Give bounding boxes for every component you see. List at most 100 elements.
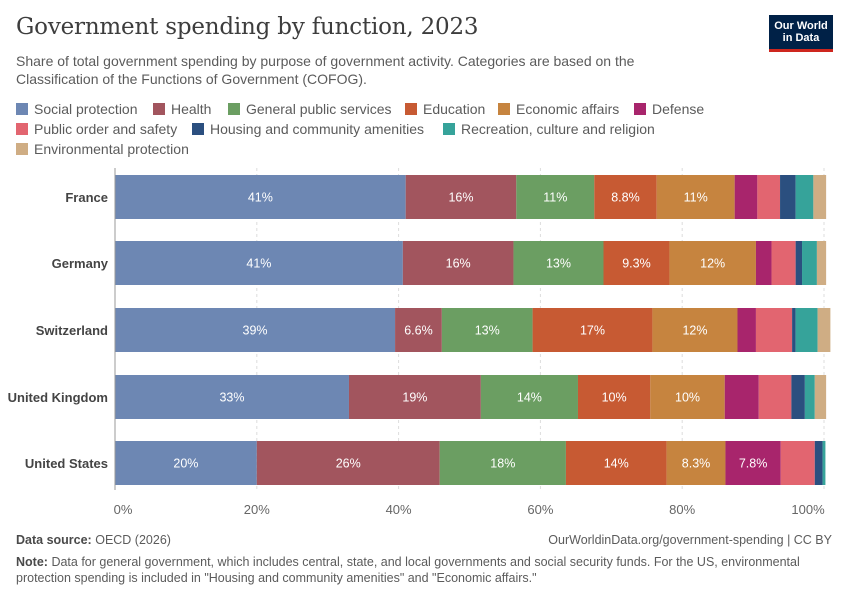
data-source: Data source: OECD (2026) xyxy=(16,533,171,547)
bar-segment-france-public-order-and-safety[interactable] xyxy=(757,175,781,219)
bar-segment-united-states-social-protection[interactable] xyxy=(115,441,257,485)
chart-note: Note: Data for general government, which… xyxy=(16,554,836,586)
bar-segment-germany-defense[interactable] xyxy=(755,241,772,285)
bar-segment-united-kingdom-economic-affairs[interactable] xyxy=(650,375,725,419)
bar-segment-united-states-economic-affairs[interactable] xyxy=(666,441,726,485)
bar-segment-germany-general-public-services[interactable] xyxy=(513,241,604,285)
legend-swatch xyxy=(498,103,510,115)
bar-segment-united-kingdom-social-protection[interactable] xyxy=(115,375,349,419)
data-label: 11% xyxy=(543,191,567,205)
bar-segment-france-social-protection[interactable] xyxy=(115,175,406,219)
data-label: 13% xyxy=(475,324,500,338)
bar-segment-germany-health[interactable] xyxy=(402,241,514,285)
bar-segment-germany-social-protection[interactable] xyxy=(115,241,403,285)
bar-segment-germany-economic-affairs[interactable] xyxy=(669,241,756,285)
legend-label: Housing and community amenities xyxy=(210,121,424,137)
bar-segment-united-kingdom-housing-and-community-amenities[interactable] xyxy=(791,375,805,419)
bar-segment-france-general-public-services[interactable] xyxy=(516,175,595,219)
bar-segment-switzerland-social-protection[interactable] xyxy=(115,308,396,352)
data-label: 16% xyxy=(448,191,473,205)
bar-segment-united-states-health[interactable] xyxy=(256,441,440,485)
bar-segment-switzerland-environmental-protection[interactable] xyxy=(817,308,831,352)
bar-segment-switzerland-defense[interactable] xyxy=(737,308,756,352)
legend-swatch xyxy=(443,123,455,135)
data-label: 41% xyxy=(248,191,273,205)
data-label: 14% xyxy=(517,391,542,405)
x-tick-label: 80% xyxy=(669,502,695,517)
bar-segment-united-states-housing-and-community-amenities[interactable] xyxy=(814,441,823,485)
bar-segment-germany-public-order-and-safety[interactable] xyxy=(771,241,796,285)
bar-segment-germany-housing-and-community-amenities[interactable] xyxy=(795,241,803,285)
bar-segment-switzerland-education[interactable] xyxy=(532,308,653,352)
legend-item-environmental-protection[interactable]: Environmental protection xyxy=(16,141,189,157)
data-label: 12% xyxy=(682,324,707,338)
bar-segment-united-states-education[interactable] xyxy=(565,441,667,485)
legend-swatch xyxy=(228,103,240,115)
legend-label: Health xyxy=(171,101,212,117)
bar-segment-united-kingdom-defense[interactable] xyxy=(724,375,759,419)
legend-item-health[interactable]: Health xyxy=(153,101,211,117)
bar-segment-france-recreation-culture-and-religion[interactable] xyxy=(795,175,814,219)
bar-segment-united-kingdom-education[interactable] xyxy=(577,375,651,419)
data-source-text[interactable]: OECD (2026) xyxy=(95,533,171,547)
bar-segment-switzerland-health[interactable] xyxy=(395,308,442,352)
data-label: 16% xyxy=(446,257,471,271)
data-label: 11% xyxy=(684,191,708,205)
bar-segment-france-housing-and-community-amenities[interactable] xyxy=(780,175,796,219)
data-label: 10% xyxy=(675,391,700,405)
bar-segment-united-kingdom-health[interactable] xyxy=(348,375,481,419)
source-url[interactable]: OurWorldinData.org/government-spending |… xyxy=(548,533,832,547)
bar-segment-switzerland-public-order-and-safety[interactable] xyxy=(755,308,793,352)
logo-line-1: Our World xyxy=(774,20,828,32)
bar-segment-united-kingdom-public-order-and-safety[interactable] xyxy=(758,375,792,419)
legend-label: Economic affairs xyxy=(516,101,620,117)
y-category-label-france: France xyxy=(65,190,108,205)
bar-segment-united-states-public-order-and-safety[interactable] xyxy=(780,441,815,485)
legend-swatch xyxy=(153,103,165,115)
legend-item-public-order-and-safety[interactable]: Public order and safety xyxy=(16,121,177,137)
note-label: Note: xyxy=(16,555,48,569)
legend-label: Education xyxy=(423,101,486,117)
bar-segment-france-environmental-protection[interactable] xyxy=(813,175,827,219)
bar-segment-france-economic-affairs[interactable] xyxy=(656,175,735,219)
bar-segment-switzerland-general-public-services[interactable] xyxy=(441,308,533,352)
x-tick-label: 100% xyxy=(791,502,825,517)
bar-segment-germany-education[interactable] xyxy=(603,241,670,285)
data-label: 41% xyxy=(246,257,271,271)
legend-item-social-protection[interactable]: Social protection xyxy=(16,101,138,117)
legend-label: General public services xyxy=(246,101,392,117)
legend-item-recreation-culture-and-religion[interactable]: Recreation, culture and religion xyxy=(443,121,655,137)
legend-swatch xyxy=(634,103,646,115)
data-label: 9.3% xyxy=(622,257,651,271)
data-label: 18% xyxy=(490,457,515,471)
bar-segment-united-states-defense[interactable] xyxy=(725,441,781,485)
bar-segment-france-education[interactable] xyxy=(594,175,657,219)
legend-swatch xyxy=(16,143,28,155)
bar-segment-switzerland-recreation-culture-and-religion[interactable] xyxy=(795,308,818,352)
bar-segment-united-states-recreation-culture-and-religion[interactable] xyxy=(822,441,826,485)
bar-segment-france-health[interactable] xyxy=(405,175,517,219)
data-label: 12% xyxy=(700,257,725,271)
bar-segment-united-states-general-public-services[interactable] xyxy=(439,441,566,485)
logo-line-2: in Data xyxy=(782,32,820,44)
legend-item-economic-affairs[interactable]: Economic affairs xyxy=(498,101,619,117)
bar-segment-united-kingdom-general-public-services[interactable] xyxy=(480,375,578,419)
bar-segment-switzerland-economic-affairs[interactable] xyxy=(652,308,738,352)
x-tick-label: 0% xyxy=(114,502,133,517)
bar-segment-united-kingdom-recreation-culture-and-religion[interactable] xyxy=(804,375,815,419)
legend-item-housing-and-community-amenities[interactable]: Housing and community amenities xyxy=(192,121,424,137)
bar-segment-united-kingdom-environmental-protection[interactable] xyxy=(814,375,827,419)
bar-segment-switzerland-housing-and-community-amenities[interactable] xyxy=(792,308,796,352)
bar-segment-germany-recreation-culture-and-religion[interactable] xyxy=(802,241,817,285)
bar-segment-france-defense[interactable] xyxy=(734,175,758,219)
legend-item-general-public-services[interactable]: General public services xyxy=(228,101,392,117)
y-category-label-switzerland: Switzerland xyxy=(36,323,108,338)
legend-item-defense[interactable]: Defense xyxy=(634,101,704,117)
legend-label: Social protection xyxy=(34,101,138,117)
legend-label: Defense xyxy=(652,101,705,117)
legend-item-education[interactable]: Education xyxy=(405,101,485,117)
data-label: 13% xyxy=(546,257,571,271)
owid-logo[interactable]: Our World in Data xyxy=(769,15,833,52)
data-source-label: Data source: xyxy=(16,533,92,547)
bar-segment-germany-environmental-protection[interactable] xyxy=(816,241,827,285)
